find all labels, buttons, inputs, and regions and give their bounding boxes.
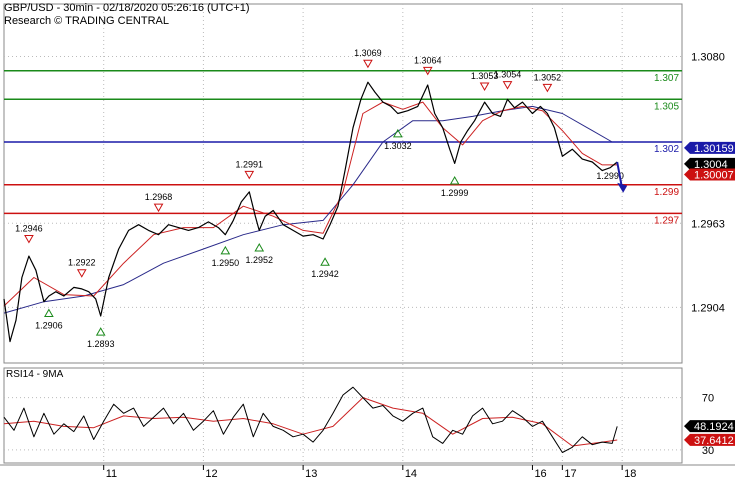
price-tag-label: 1.3004 <box>694 159 728 171</box>
target-label: 1.2990 <box>596 171 624 181</box>
high-marker-icon <box>76 269 87 278</box>
x-tick-label: 14 <box>405 468 417 480</box>
chart-header-title: GBP/USD - 30min - 02/18/2020 05:26:16 (U… <box>4 2 250 14</box>
low-marker-icon <box>44 308 54 318</box>
low-label: 1.2950 <box>212 258 240 268</box>
projection-arrow-head-icon <box>617 182 628 193</box>
rsi-price-tag <box>684 433 735 446</box>
rsi-panel-label: RSI14 - 9MA <box>6 369 64 380</box>
rsi-y-tick-label: 70 <box>702 393 714 405</box>
slow-moving-average-line <box>3 105 613 314</box>
high-label: 1.3054 <box>494 70 522 80</box>
low-label: 1.2999 <box>441 188 469 198</box>
rsi-plot-frame <box>3 367 683 464</box>
high-marker-icon <box>153 203 164 213</box>
fast-moving-average-line <box>3 101 618 307</box>
high-label: 1.2922 <box>68 258 96 268</box>
high-marker-icon <box>422 66 433 76</box>
rsi-line <box>3 386 618 453</box>
main-plot-frame <box>3 3 683 364</box>
price-tag-label: 1.30007 <box>694 170 734 182</box>
low-label: 1.2952 <box>245 255 273 265</box>
rsi-y-tick-label: 30 <box>702 445 714 457</box>
low-marker-icon <box>254 242 265 252</box>
x-tick-label: 18 <box>624 468 636 480</box>
high-marker-icon <box>502 81 513 90</box>
high-label: 1.2991 <box>236 159 264 169</box>
price-tag <box>684 168 735 181</box>
price-tag <box>684 141 735 154</box>
high-label: 1.3069 <box>354 48 382 58</box>
level-label: 1.305 <box>654 101 679 112</box>
level-label: 1.297 <box>654 215 679 226</box>
price-line <box>3 81 618 343</box>
low-label: 1.2893 <box>87 339 115 349</box>
high-label: 1.3064 <box>414 55 442 65</box>
high-label: 1.2946 <box>15 224 43 234</box>
low-marker-icon <box>320 257 330 266</box>
y-tick-label: 1.2963 <box>691 218 725 230</box>
low-marker-icon <box>95 327 106 336</box>
price-tag-label: 1.30159 <box>694 143 734 155</box>
low-marker-icon <box>220 245 231 255</box>
x-tick-label: 16 <box>534 468 546 480</box>
level-label: 1.299 <box>654 187 679 198</box>
low-label: 1.2942 <box>311 269 339 279</box>
low-marker-icon <box>449 175 460 185</box>
x-tick-label: 17 <box>564 468 576 480</box>
y-tick-label: 1.3080 <box>691 52 725 64</box>
high-marker-icon <box>479 82 490 92</box>
high-label: 1.3052 <box>534 72 562 82</box>
high-marker-icon <box>244 170 255 180</box>
high-marker-icon <box>542 83 553 93</box>
low-label: 1.3032 <box>384 141 412 151</box>
rsi-price-tag-label: 48.1924 <box>694 421 734 433</box>
high-marker-icon <box>363 59 373 69</box>
x-tick-label: 11 <box>106 468 117 480</box>
level-label: 1.302 <box>654 144 679 155</box>
x-tick-label: 13 <box>305 468 317 480</box>
rsi-price-tag <box>684 420 735 433</box>
high-marker-icon <box>24 235 34 244</box>
low-label: 1.2906 <box>35 321 63 331</box>
rsi-ma-line <box>3 397 618 447</box>
price-tag <box>684 157 735 170</box>
level-label: 1.307 <box>654 73 679 84</box>
high-label: 1.2968 <box>145 192 173 202</box>
low-marker-icon <box>392 128 403 138</box>
high-label: 1.3053 <box>471 71 499 81</box>
x-tick-label: 12 <box>205 468 217 480</box>
y-tick-label: 1.2904 <box>691 302 725 314</box>
rsi-price-tag-label: 37.6412 <box>694 435 734 447</box>
chart-header-source: Research © TRADING CENTRAL <box>4 15 169 27</box>
